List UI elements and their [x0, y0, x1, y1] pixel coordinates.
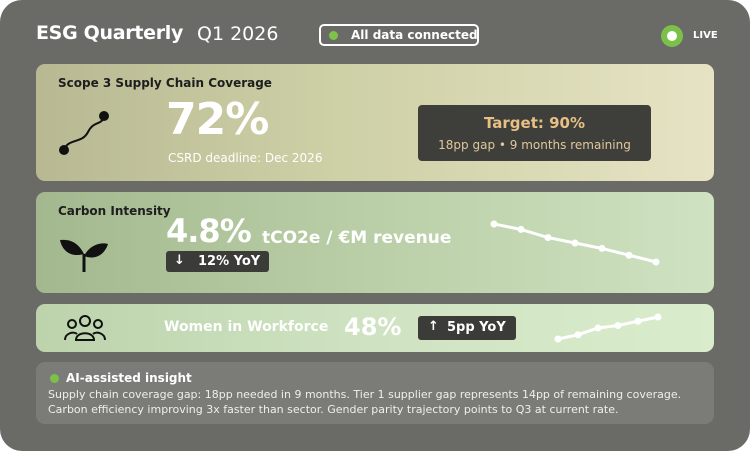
- route-icon: [59, 111, 109, 155]
- insight-dot-icon: [50, 374, 59, 383]
- workforce-trend-point: [594, 324, 602, 332]
- carbon-card[interactable]: Carbon Intensity 4.8% tCO2e / €M revenue…: [36, 192, 714, 293]
- workforce-card[interactable]: Women in Workforce 48% ↑ 5pp YoY: [36, 304, 714, 352]
- page-title: ESG Quarterly: [36, 22, 184, 44]
- connection-status-badge[interactable]: All data connected: [319, 24, 479, 46]
- target-panel: Target: 90% 18pp gap • 9 months remainin…: [418, 105, 651, 161]
- carbon-trend-sparkline: [490, 220, 660, 266]
- carbon-trend-point: [571, 239, 579, 247]
- carbon-trend-point: [517, 225, 525, 233]
- workforce-trend-point: [614, 321, 622, 329]
- workforce-trend-point: [574, 331, 582, 339]
- workforce-label: Women in Workforce: [164, 319, 329, 335]
- target-note: 18pp gap • 9 months remaining: [438, 138, 631, 152]
- carbon-trend-point: [490, 220, 498, 228]
- scope3-title: Scope 3 Supply Chain Coverage: [58, 76, 272, 90]
- arrow-down-icon: ↓: [174, 253, 185, 268]
- workforce-trend-point: [554, 335, 562, 343]
- carbon-title: Carbon Intensity: [58, 204, 171, 218]
- workforce-value: 48%: [344, 313, 402, 341]
- live-dot: [667, 31, 677, 41]
- people-icon: [64, 315, 106, 341]
- scope3-deadline: CSRD deadline: Dec 2026: [168, 151, 323, 165]
- target-value: Target: 90%: [483, 114, 586, 132]
- arrow-up-icon: ↑: [428, 319, 439, 334]
- status-dot-icon: [329, 31, 338, 40]
- carbon-change-badge: ↓ 12% YoY: [166, 251, 269, 272]
- insight-line-2: Carbon efficiency improving 3x faster th…: [48, 403, 619, 416]
- workforce-trend-line: [557, 315, 659, 341]
- sprout-icon: [60, 239, 108, 272]
- carbon-unit: tCO2e / €M revenue: [262, 228, 452, 248]
- connection-status-label: All data connected: [351, 28, 478, 42]
- scope3-value: 72%: [166, 94, 269, 145]
- carbon-trend-point: [544, 234, 552, 242]
- live-indicator-icon: [661, 25, 683, 47]
- workforce-trend-point: [654, 313, 662, 321]
- carbon-trend-point: [598, 244, 606, 252]
- carbon-change-value: 12% YoY: [198, 254, 261, 269]
- workforce-change-value: 5pp YoY: [447, 320, 506, 335]
- live-label: LIVE: [693, 30, 718, 41]
- scope3-card[interactable]: Scope 3 Supply Chain Coverage 72% CSRD d…: [36, 64, 714, 181]
- carbon-value: 4.8%: [166, 212, 252, 250]
- workforce-trend-sparkline: [554, 313, 662, 343]
- carbon-trend-point: [625, 251, 633, 259]
- carbon-trend-point: [652, 258, 660, 266]
- workforce-change-badge: ↑ 5pp YoY: [418, 316, 516, 340]
- period-label: Q1 2026: [197, 23, 279, 45]
- insight-card: AI-assisted insight Supply chain coverag…: [36, 362, 714, 424]
- insight-line-1: Supply chain coverage gap: 18pp needed i…: [48, 388, 682, 401]
- workforce-trend-point: [634, 317, 642, 325]
- insight-title: AI-assisted insight: [66, 371, 192, 385]
